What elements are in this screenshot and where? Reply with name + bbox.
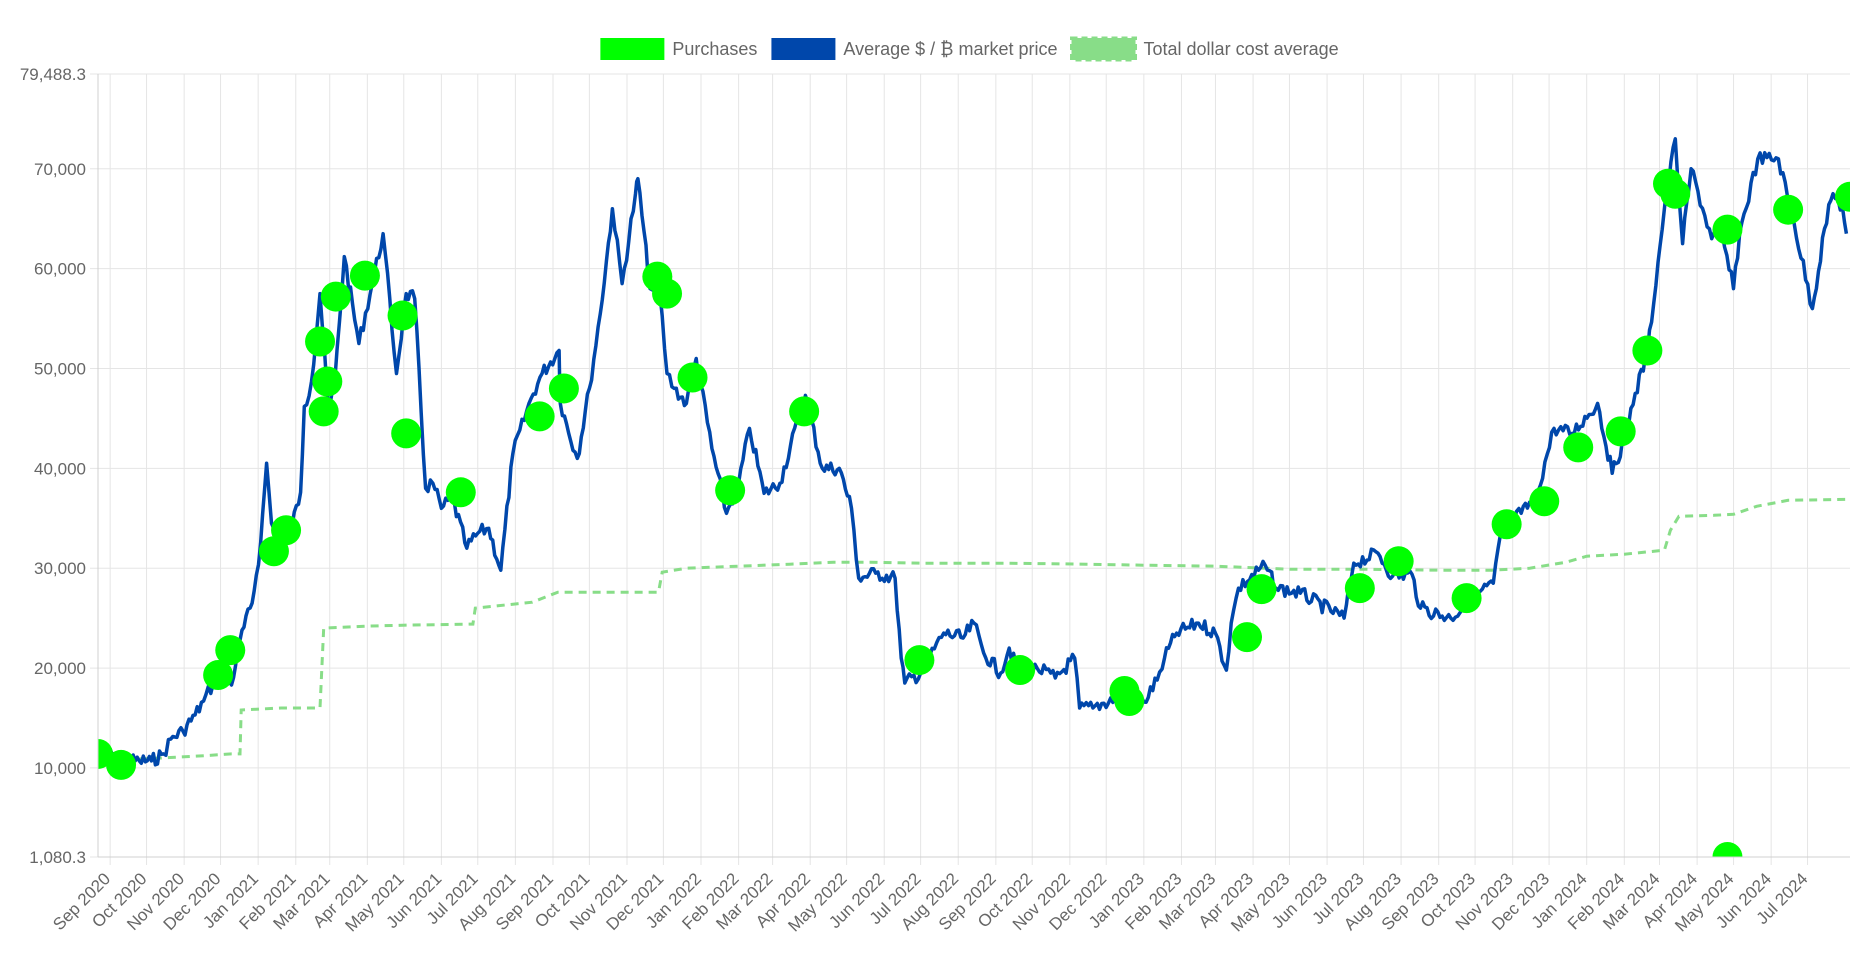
legend-item[interactable]: Total dollar cost average [1070, 36, 1339, 62]
legend-swatch [600, 38, 665, 60]
purchase-point[interactable] [652, 278, 683, 309]
purchase-point[interactable] [106, 749, 137, 780]
purchase-point[interactable] [1005, 655, 1036, 686]
dollar-cost-average-series [97, 497, 1851, 762]
purchase-point[interactable] [1246, 574, 1277, 605]
y-tick-label: 50,000 [34, 359, 86, 378]
purchase-point[interactable] [1773, 194, 1804, 225]
legend-swatch [771, 38, 836, 60]
y-tick-label: 70,000 [34, 160, 86, 179]
legend-swatch [1070, 36, 1138, 62]
y-tick-label: 30,000 [34, 559, 86, 578]
purchase-point[interactable] [904, 645, 935, 676]
grid [90, 73, 1850, 865]
purchase-point[interactable] [1712, 842, 1743, 872]
purchase-point[interactable] [715, 475, 746, 506]
purchase-point[interactable] [349, 260, 380, 291]
market-price-line [97, 137, 1849, 772]
legend-item[interactable]: Purchases [600, 38, 757, 60]
legend-item[interactable]: Average $ / ₿ market price [771, 38, 1058, 60]
purchase-point[interactable] [312, 366, 343, 397]
y-tick-label: 79,488.3 [20, 65, 86, 84]
purchase-point[interactable] [1660, 178, 1691, 209]
purchase-point[interactable] [308, 396, 339, 427]
purchase-point[interactable] [1383, 546, 1414, 577]
dollar-cost-average-line [97, 497, 1851, 762]
purchase-point[interactable] [1344, 573, 1375, 604]
purchase-point[interactable] [1491, 509, 1522, 540]
legend-label: Average $ / ₿ market price [843, 39, 1057, 59]
purchase-point[interactable] [305, 326, 336, 357]
y-tick-label: 60,000 [34, 260, 86, 279]
purchase-point[interactable] [203, 660, 234, 691]
purchase-point[interactable] [1114, 686, 1145, 717]
purchase-point[interactable] [445, 477, 476, 508]
legend[interactable]: Purchases Average $ / ₿ market price Total… [600, 36, 1339, 62]
purchase-point[interactable] [524, 401, 555, 432]
purchase-point[interactable] [789, 396, 820, 427]
purchase-point[interactable] [1231, 622, 1262, 653]
purchase-point[interactable] [548, 373, 579, 404]
legend-label: Purchases [672, 39, 757, 59]
y-tick-label: 20,000 [34, 659, 86, 678]
purchase-point[interactable] [1712, 214, 1743, 245]
y-tick-label: 10,000 [34, 759, 86, 778]
legend-label: Total dollar cost average [1144, 39, 1339, 59]
purchase-point[interactable] [1835, 181, 1859, 212]
purchase-point[interactable] [1451, 583, 1482, 614]
market-price-series [97, 137, 1849, 772]
purchase-point[interactable] [320, 281, 351, 312]
y-tick-label: 1,080.3 [29, 848, 86, 867]
purchase-point[interactable] [387, 300, 418, 331]
purchase-point[interactable] [1529, 486, 1560, 517]
purchase-point[interactable] [677, 362, 708, 393]
y-tick-label: 40,000 [34, 459, 86, 478]
purchase-point[interactable] [1605, 416, 1636, 447]
purchase-point[interactable] [271, 515, 302, 546]
purchases-series [98, 168, 1859, 872]
purchase-point[interactable] [1632, 335, 1663, 366]
purchase-point[interactable] [215, 635, 246, 666]
purchase-point[interactable] [1563, 432, 1594, 463]
purchase-point[interactable] [391, 418, 422, 449]
